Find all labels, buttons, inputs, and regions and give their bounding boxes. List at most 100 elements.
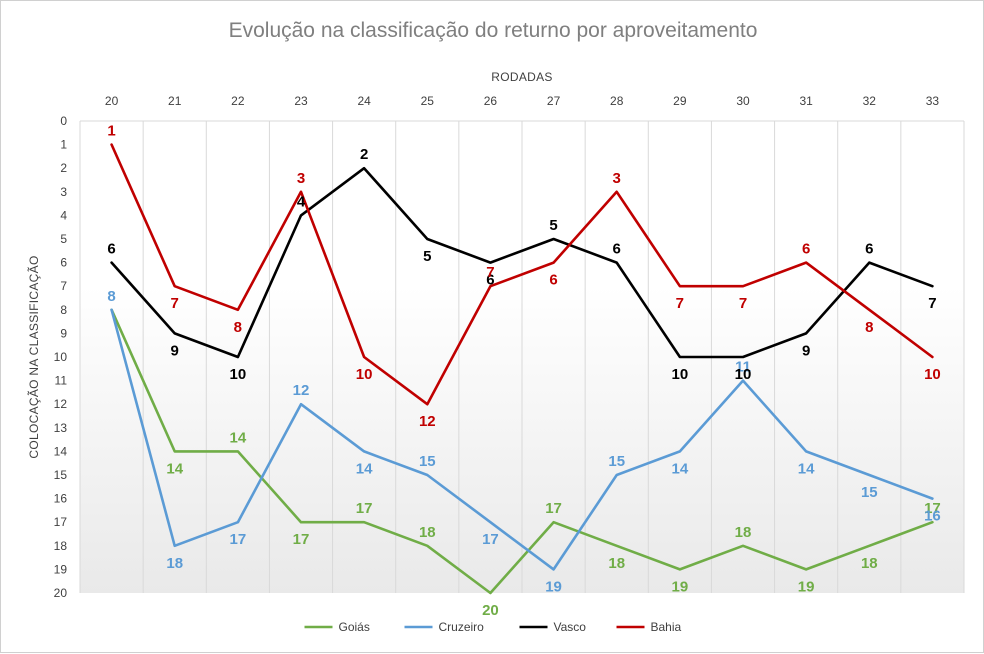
- data-label-vasco: 10: [230, 366, 247, 383]
- x-tick-label: 32: [863, 94, 877, 108]
- y-tick-label: 13: [54, 421, 68, 435]
- y-tick-label: 20: [54, 586, 68, 600]
- y-tick-label: 4: [60, 208, 67, 222]
- x-tick-label: 22: [231, 94, 245, 108]
- y-tick-label: 8: [60, 303, 67, 317]
- x-tick-label: 26: [484, 94, 498, 108]
- data-label-goiás: 17: [545, 500, 562, 517]
- data-label-goiás: 14: [230, 429, 247, 446]
- x-tick-label: 30: [736, 94, 750, 108]
- y-tick-label: 3: [60, 185, 67, 199]
- data-label-vasco: 5: [549, 217, 557, 234]
- y-tick-label: 17: [54, 515, 68, 529]
- y-tick-label: 14: [54, 444, 68, 458]
- legend-item-goiás: Goiás: [304, 620, 370, 634]
- data-label-vasco: 6: [613, 241, 621, 258]
- x-tick-label: 20: [105, 94, 119, 108]
- data-label-cruzeiro: 17: [482, 531, 499, 548]
- x-tick-label: 25: [421, 94, 435, 108]
- y-tick-label: 12: [54, 397, 68, 411]
- data-label-vasco: 10: [672, 366, 689, 383]
- y-tick-label: 5: [60, 232, 67, 246]
- data-label-cruzeiro: 18: [166, 555, 183, 572]
- data-label-goiás: 18: [419, 524, 436, 541]
- data-label-cruzeiro: 11: [735, 359, 751, 376]
- y-tick-label: 19: [54, 562, 68, 576]
- x-tick-label: 29: [673, 94, 687, 108]
- y-tick-label: 18: [54, 539, 68, 553]
- data-label-goiás: 19: [798, 578, 815, 595]
- data-label-vasco: 9: [171, 342, 179, 359]
- data-label-bahia: 6: [549, 272, 557, 289]
- legend-item-cruzeiro: Cruzeiro: [404, 620, 485, 634]
- data-label-bahia: 8: [234, 319, 242, 336]
- data-label-cruzeiro: 15: [419, 453, 436, 470]
- data-label-bahia: 10: [356, 366, 373, 383]
- y-tick-label: 2: [60, 161, 67, 175]
- data-label-bahia: 6: [802, 241, 810, 258]
- data-label-bahia: 1: [107, 123, 115, 140]
- data-label-cruzeiro: 14: [672, 460, 689, 477]
- y-tick-label: 1: [60, 138, 67, 152]
- legend-label: Cruzeiro: [439, 620, 485, 634]
- data-label-bahia: 3: [613, 170, 621, 187]
- data-label-bahia: 3: [297, 170, 305, 187]
- data-label-cruzeiro: 12: [293, 382, 310, 399]
- data-label-goiás: 18: [608, 555, 625, 572]
- data-label-cruzeiro: 14: [798, 460, 815, 477]
- y-tick-label: 10: [54, 350, 68, 364]
- data-label-goiás: 19: [672, 578, 689, 595]
- data-label-bahia: 12: [419, 413, 436, 430]
- y-tick-label: 9: [60, 326, 67, 340]
- data-label-cruzeiro: 15: [861, 484, 878, 501]
- x-tick-label: 33: [926, 94, 940, 108]
- data-label-goiás: 17: [293, 531, 310, 548]
- y-tick-label: 7: [60, 279, 67, 293]
- data-label-vasco: 2: [360, 146, 368, 163]
- x-tick-label: 21: [168, 94, 182, 108]
- legend-label: Bahia: [651, 620, 682, 634]
- legend-item-bahia: Bahia: [616, 620, 682, 634]
- y-tick-label: 15: [54, 468, 68, 482]
- data-label-vasco: 7: [928, 295, 936, 312]
- series-line-bahia: [110, 143, 934, 406]
- legend-label: Vasco: [554, 620, 587, 634]
- y-tick-label: 16: [54, 492, 68, 506]
- y-tick-label: 6: [60, 256, 67, 270]
- data-label-vasco: 4: [297, 193, 306, 210]
- chart-title: Evolução na classificação do returno por…: [229, 19, 758, 42]
- data-label-goiás: 18: [735, 524, 752, 541]
- data-label-bahia: 7: [486, 264, 494, 281]
- data-label-cruzeiro: 15: [608, 453, 625, 470]
- x-axis-ticks: 20 21 22 23 24 25 26 27 28 29 30 31 32 33: [105, 94, 940, 108]
- legend: Goiás Cruzeiro Vasco Bahia: [304, 620, 682, 634]
- data-label-vasco: 5: [423, 248, 431, 265]
- y-tick-label: 11: [55, 374, 68, 388]
- series-line-goiás: [110, 308, 934, 595]
- data-label-bahia: 7: [171, 295, 179, 312]
- legend-item-vasco: Vasco: [519, 620, 587, 634]
- data-label-bahia: 7: [739, 295, 747, 312]
- data-label-cruzeiro: 17: [230, 531, 247, 548]
- data-label-cruzeiro: 16: [924, 508, 941, 525]
- data-label-vasco: 10: [735, 366, 752, 383]
- data-label-goiás: 17: [356, 500, 373, 517]
- x-axis-title: RODADAS: [491, 70, 552, 84]
- data-label-cruzeiro: 14: [356, 460, 373, 477]
- data-label-bahia: 10: [924, 366, 941, 383]
- series-line-vasco: [110, 166, 934, 359]
- legend-label: Goiás: [339, 620, 370, 634]
- x-tick-label: 31: [799, 94, 813, 108]
- x-tick-label: 23: [294, 94, 308, 108]
- x-tick-label: 28: [610, 94, 624, 108]
- data-label-bahia: 8: [865, 319, 873, 336]
- series-line-cruzeiro: [110, 308, 934, 571]
- data-label-goiás: 17: [924, 500, 941, 517]
- data-label-goiás: 20: [482, 602, 499, 619]
- y-tick-label: 0: [60, 114, 67, 128]
- x-tick-label: 27: [547, 94, 561, 108]
